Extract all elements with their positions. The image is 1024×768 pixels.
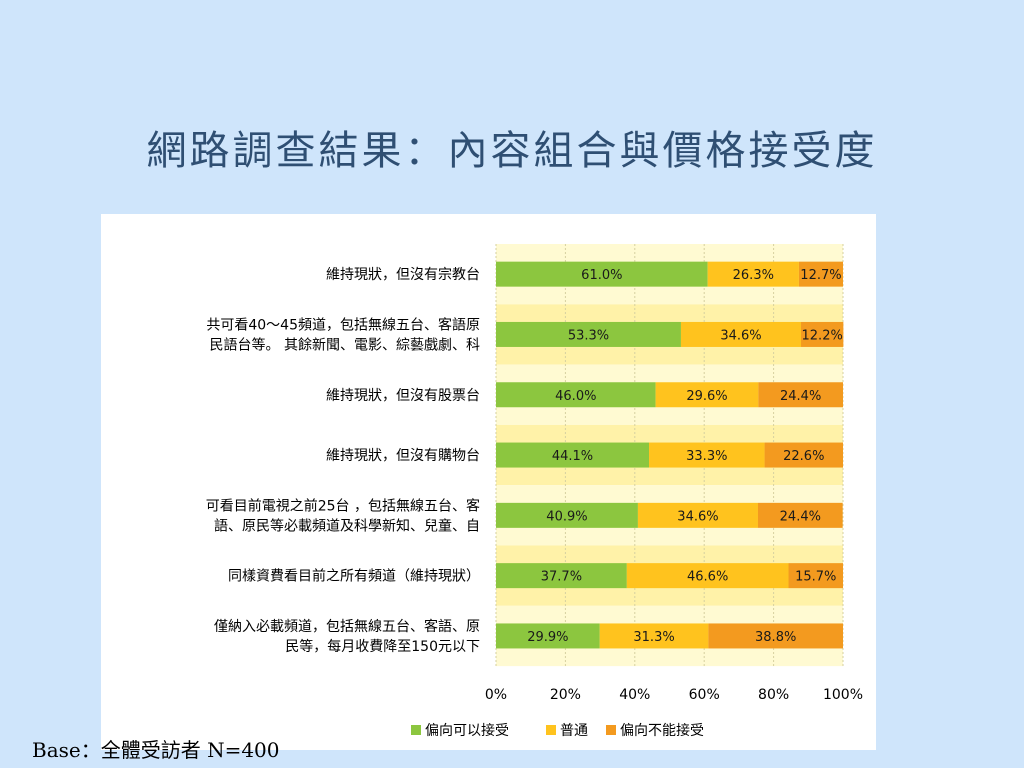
chart-panel: 61.0% 26.3% 12.7% 53.3% 34.6% 12.2% 46.0% 29.6%… [101,214,876,750]
value-label: 29.6% [686,389,727,404]
footnote: Base：全體受訪者 N=400 [32,738,280,762]
value-label: 12.2% [802,328,843,343]
value-label: 44.1% [552,449,593,464]
bar-segment [798,261,843,287]
value-label: 24.4% [780,509,821,524]
value-label: 34.6% [720,328,761,343]
bar-segment [496,321,681,347]
bar-segment [758,382,843,408]
x-tick-label: 100% [823,687,863,703]
category-label: 民語台等。 其餘新聞、電影、綜藝戲劇、科 [210,336,480,353]
legend-label: 偏向可以接受 [425,722,509,739]
category-label: 僅納入必載頻道，包括無線五台、客語、原 [214,618,480,635]
bar-segment [599,623,709,649]
x-tick-label: 0% [485,687,507,703]
value-label: 38.8% [755,630,796,645]
value-label: 33.3% [686,449,727,464]
value-label: 26.3% [733,268,774,283]
bar-segment [708,623,843,649]
legend-swatch [411,725,421,735]
bar-segment [637,502,758,528]
category-label: 可看目前電視之前25台 ，包括無線五台、客 [206,497,480,514]
x-tick-label: 60% [689,687,720,703]
bar-segment [496,442,650,468]
bar-segment [626,563,789,589]
bar-segment [496,563,627,589]
value-label: 40.9% [546,509,587,524]
category-label: 同樣資費看目前之所有頻道（維持現狀） [228,568,480,585]
bar-segment [801,321,844,347]
legend-swatch [606,725,616,735]
x-tick-label: 20% [550,687,581,703]
slide-title: 網路調查結果：內容組合與價格接受度 [146,128,878,174]
bar-segment [757,502,843,528]
category-label: 維持現狀，但沒有購物台 [326,447,480,464]
value-label: 53.3% [568,328,609,343]
bar-segment [680,321,802,347]
legend-label: 普通 [560,723,588,739]
value-label: 37.7% [541,570,582,585]
x-tick-label: 80% [758,687,789,703]
value-label: 29.9% [527,630,568,645]
value-label: 12.7% [800,268,841,283]
category-label: 維持現狀，但沒有宗教台 [326,266,480,283]
bar-segment [788,563,843,589]
category-label: 民等，每月收費降至150元以下 [285,638,480,655]
value-label: 31.3% [633,630,674,645]
bar-segment [764,442,843,468]
bar-segment [496,502,638,528]
category-label: 共可看40～45頻道，包括無線五台、客語原 [206,316,480,333]
legend-swatch [546,725,556,735]
value-label: 61.0% [581,268,622,283]
stacked-bar-chart: 61.0% 26.3% 12.7% 53.3% 34.6% 12.2% 46.0% 29.6%… [206,244,863,739]
bar-segment [707,261,799,287]
x-tick-label: 40% [619,687,650,703]
bar-segment [649,442,765,468]
value-label: 46.0% [555,389,596,404]
value-label: 46.6% [687,570,728,585]
category-label: 維持現狀，但沒有股票台 [326,387,480,404]
legend-label: 偏向不能接受 [620,722,704,739]
value-label: 22.6% [783,449,824,464]
bar-segment [496,623,600,649]
value-label: 34.6% [677,509,718,524]
bar-segment [655,382,759,408]
category-label: 語、原民等必載頻道及科學新知、兒童、自 [214,517,480,534]
value-label: 15.7% [795,570,836,585]
value-label: 24.4% [780,389,821,404]
bar-segment [496,382,656,408]
bar-segment [496,261,708,287]
